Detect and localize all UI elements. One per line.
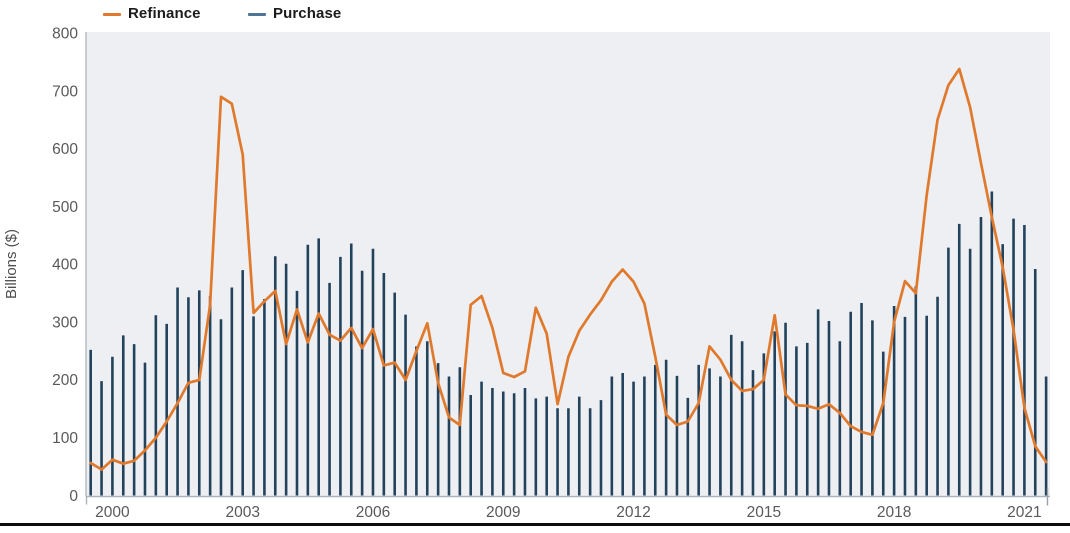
x-tick-label: 2009: [486, 504, 520, 521]
chart-legend: Refinance Purchase: [0, 4, 1070, 26]
x-tick-label: 2003: [225, 504, 259, 521]
y-tick-label: 800: [52, 25, 78, 42]
x-tick-label: 2012: [616, 504, 650, 521]
y-tick-label: 500: [52, 199, 78, 216]
y-tick-label: 0: [69, 488, 78, 505]
x-tick-label: 2021: [1007, 504, 1041, 521]
y-tick-label: 400: [52, 257, 78, 274]
x-tick-label: 2018: [877, 504, 911, 521]
refinance-line-swatch-icon: [103, 12, 121, 16]
y-tick-label: 700: [52, 83, 78, 100]
legend-item-refinance: Refinance: [103, 4, 201, 24]
x-tick-label: 2000: [95, 504, 130, 521]
legend-label-purchase: Purchase: [273, 5, 342, 22]
y-tick-label: 100: [52, 430, 78, 447]
x-tick-label: 2006: [356, 504, 390, 521]
legend-item-purchase: Purchase: [248, 4, 341, 24]
bottom-border-line: [0, 523, 1070, 526]
y-tick-label: 600: [52, 141, 78, 158]
y-axis-title: Billions ($): [3, 229, 20, 299]
refinance-line: [89, 67, 1048, 471]
legend-label-refinance: Refinance: [128, 5, 201, 22]
y-tick-label: 300: [52, 314, 78, 331]
y-tick-label: 200: [52, 372, 78, 389]
purchase-line-swatch-icon: [248, 12, 266, 16]
x-tick-label: 2015: [747, 504, 781, 521]
